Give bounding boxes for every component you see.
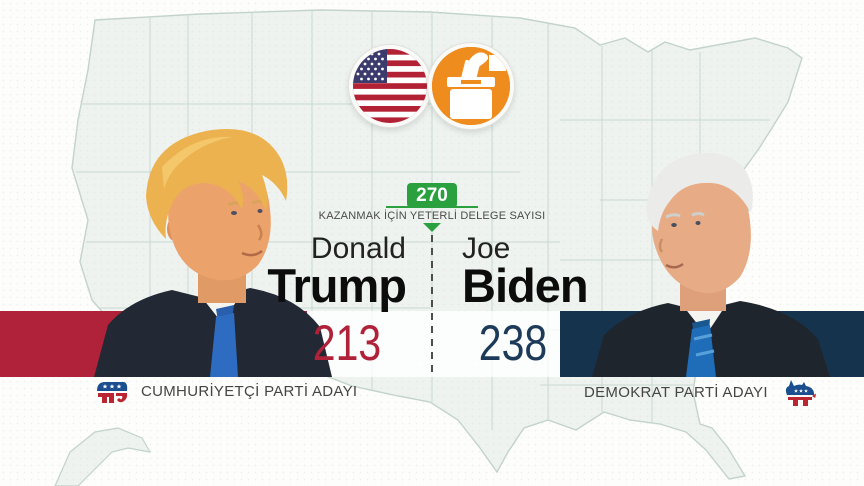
biden-photo (588, 133, 840, 377)
gop-elephant-icon (97, 382, 128, 403)
alaska-outline (54, 427, 152, 486)
trump-last-name: Trump (267, 259, 407, 312)
republican-party-label: CUMHURİYETÇİ PARTİ ADAYI (141, 383, 358, 400)
biden-last-name: Biden (462, 259, 589, 312)
biden-first-name: Joe (462, 232, 511, 265)
threshold-caption: KAZANMAK İÇİN YETERLİ DELEGE SAYISI (318, 210, 546, 222)
center-divider (431, 235, 433, 377)
ballot-box-icon (428, 43, 514, 129)
biden-votes: 238 (478, 315, 548, 371)
threshold-badge: 270 (407, 183, 457, 208)
us-flag-icon (349, 45, 431, 127)
threshold-pointer-icon (423, 223, 441, 232)
republican-party-row: CUMHURİYETÇİ PARTİ ADAYI (94, 378, 357, 405)
democrat-donkey-icon (785, 380, 816, 406)
democrat-party-label: DEMOKRAT PARTİ ADAYI (584, 384, 768, 401)
trump-first-name: Donald (310, 232, 406, 265)
democrat-party-row: DEMOKRAT PARTİ ADAYI (584, 378, 817, 407)
votes-panel (307, 311, 560, 377)
biden-name: Joe Biden (462, 232, 589, 312)
trump-photo (80, 113, 346, 377)
trump-votes: 213 (312, 315, 382, 371)
trump-name: Donald Trump (267, 232, 407, 312)
